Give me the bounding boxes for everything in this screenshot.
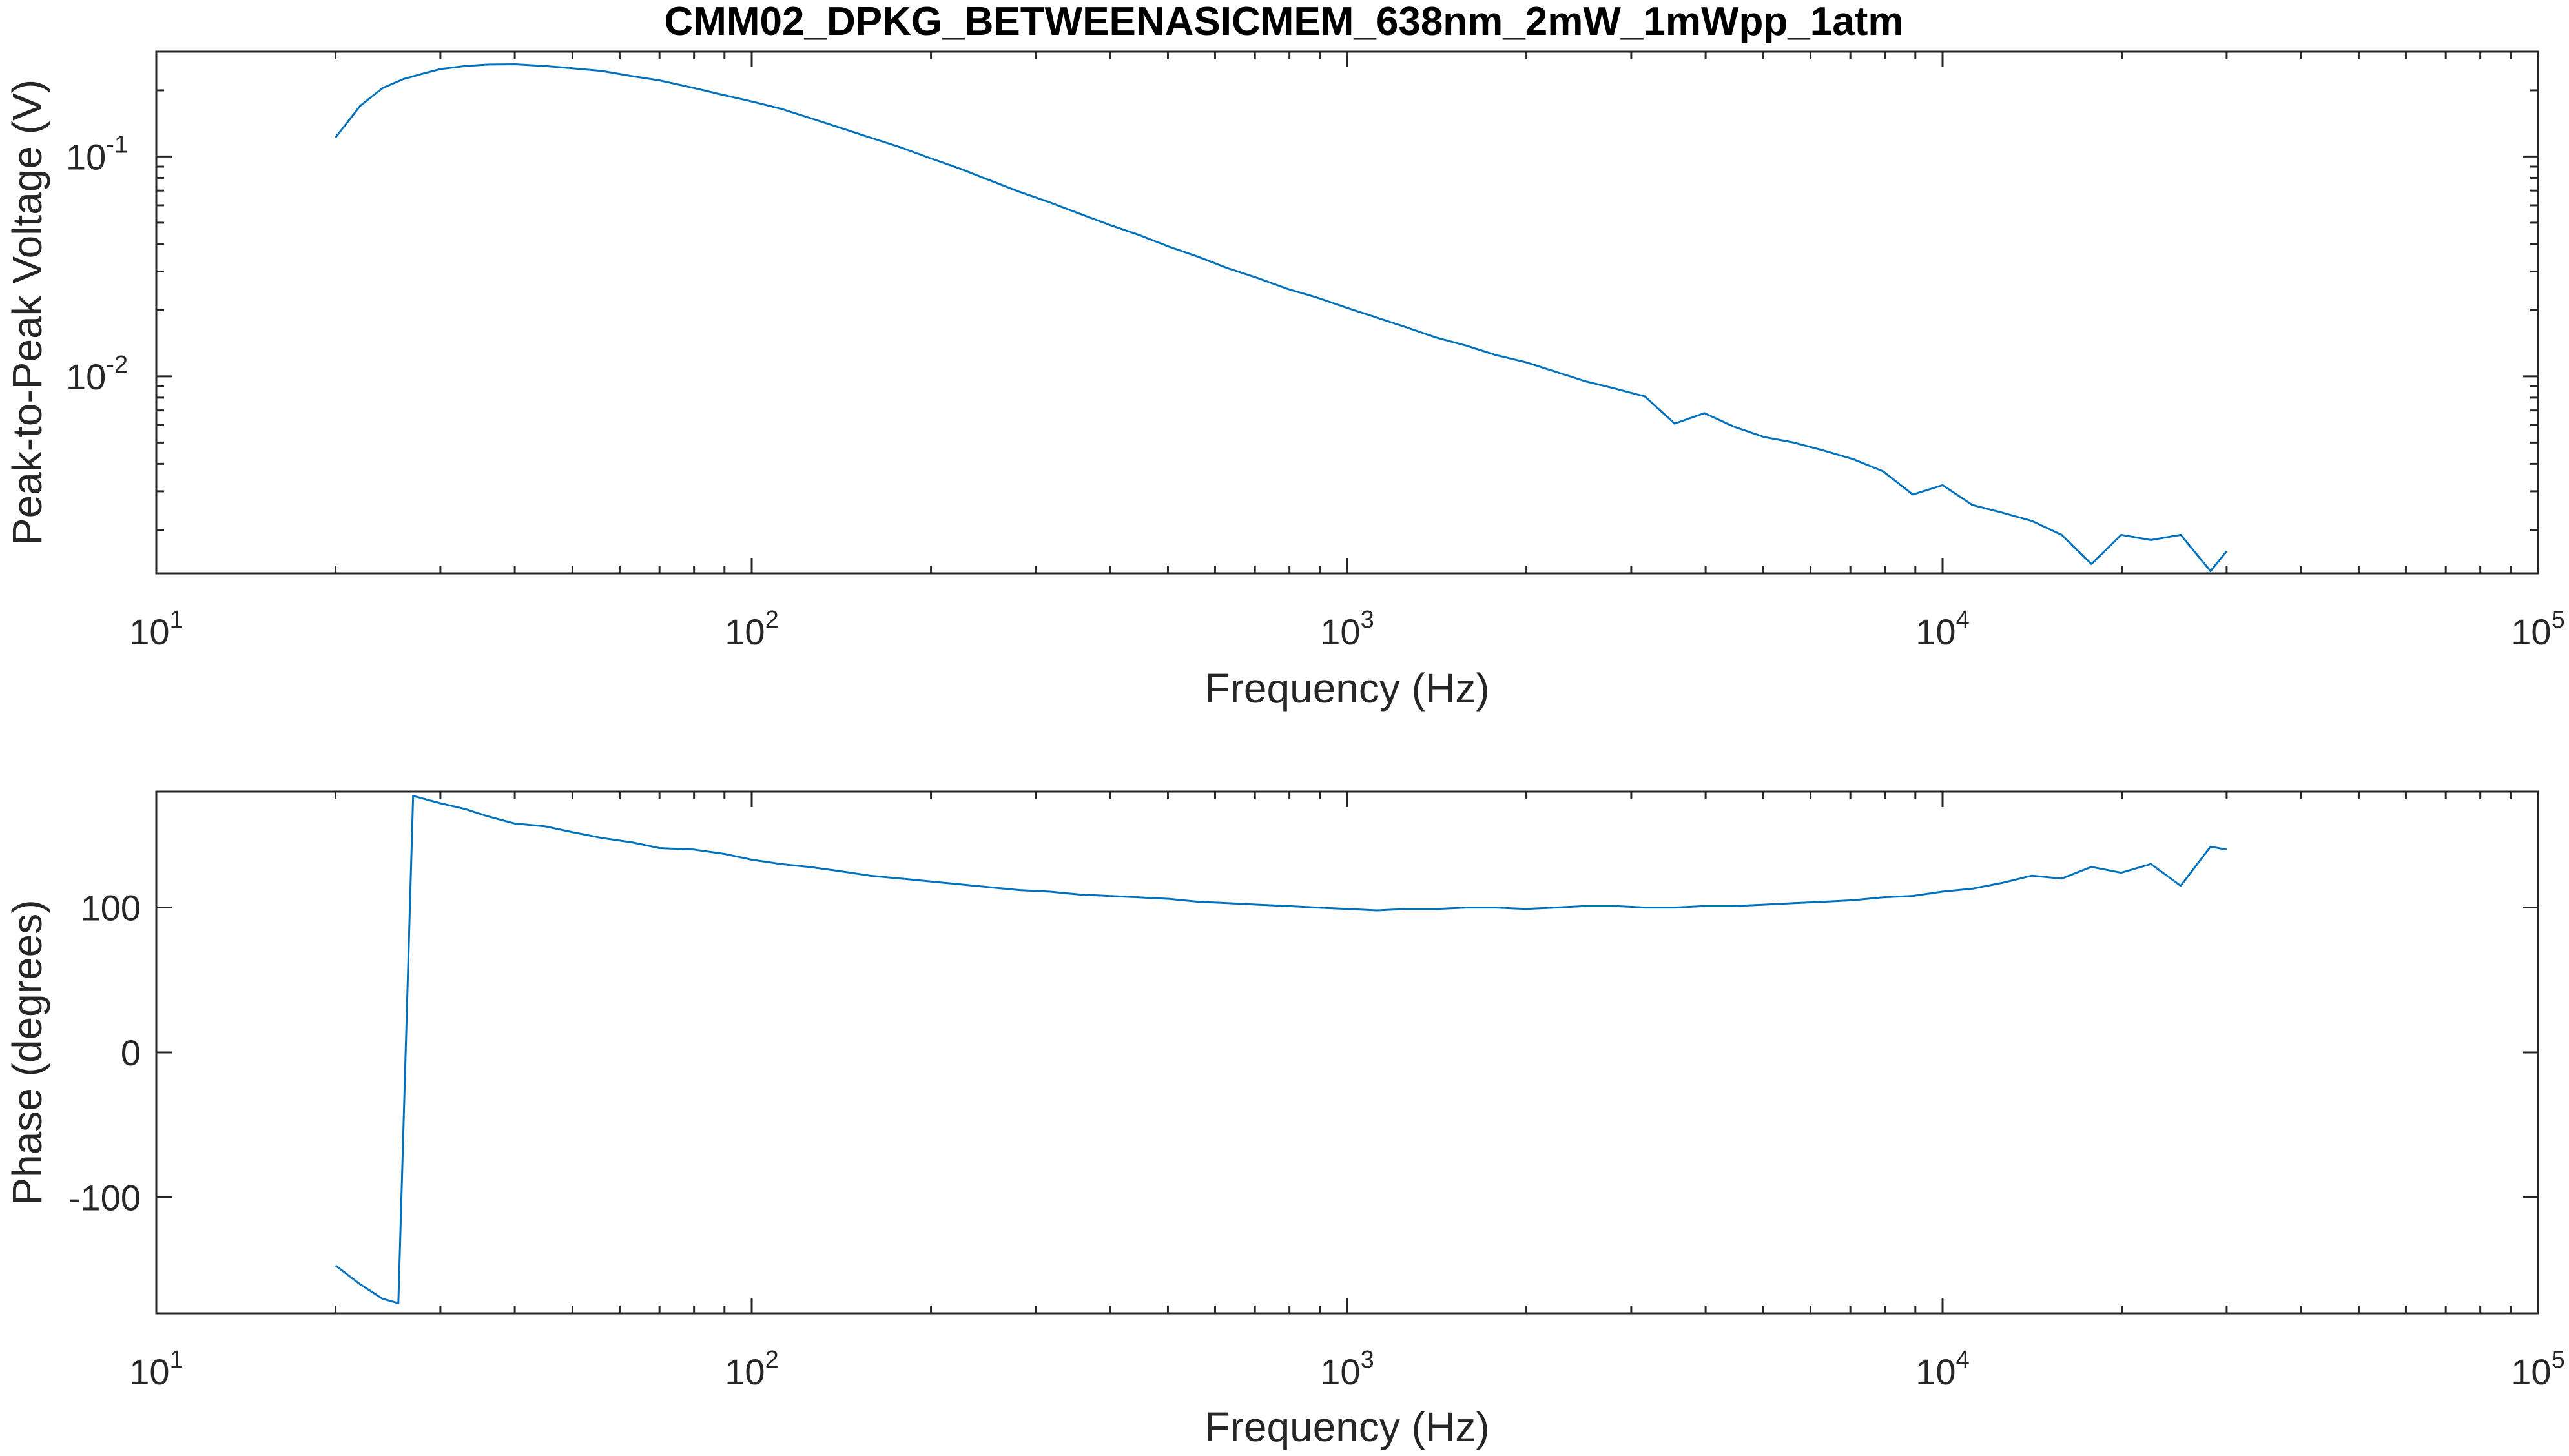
magnitude-plot-ticks — [155, 52, 2539, 573]
x-tick-label: 104 — [1915, 606, 1969, 652]
phase-series-line — [335, 795, 2227, 1304]
x-tick-label: 104 — [1915, 1346, 1969, 1392]
phase-x-axis-label: Frequency (Hz) — [1205, 1404, 1490, 1450]
phase-y-axis-label: Phase (degrees) — [4, 899, 50, 1205]
y-tick-label: -100 — [68, 1177, 141, 1218]
y-tick-label: 0 — [121, 1032, 141, 1073]
phase-plot-ticks — [155, 792, 2539, 1313]
x-tick-label: 105 — [2511, 606, 2564, 652]
x-tick-label: 105 — [2511, 1346, 2564, 1392]
x-tick-label: 103 — [1320, 1346, 1374, 1392]
x-tick-label: 101 — [129, 606, 183, 652]
x-tick-label: 102 — [725, 1346, 778, 1392]
y-tick-label: 10-2 — [66, 351, 128, 397]
phase-plot-frame — [155, 790, 2539, 1315]
magnitude-y-axis-label: Peak-to-Peak Voltage (V) — [4, 79, 50, 546]
y-tick-label: 10-1 — [66, 131, 128, 177]
x-tick-label: 101 — [129, 1346, 183, 1392]
magnitude-x-axis-label: Frequency (Hz) — [1205, 665, 1490, 712]
magnitude-plot-tick-labels: 101 102 103 104 105 10-1 10-2 — [66, 131, 2565, 652]
x-tick-label: 102 — [725, 606, 778, 652]
magnitude-plot: 101 102 103 104 105 10-1 10-2 Frequency (Hz) P… — [4, 50, 2565, 712]
y-tick-label: 100 — [81, 888, 141, 928]
figure-title: CMM02_DPKG_BETWEENASICMEM_638nm_2mW_1mWp… — [664, 0, 1903, 44]
x-tick-label: 103 — [1320, 606, 1374, 652]
phase-plot-tick-labels: 101 102 103 104 105 100 0 -100 — [68, 888, 2565, 1392]
magnitude-plot-frame — [155, 50, 2539, 575]
magnitude-series-line — [335, 63, 2228, 572]
phase-plot: 101 102 103 104 105 100 0 -100 Frequency (Hz) P… — [4, 790, 2565, 1450]
